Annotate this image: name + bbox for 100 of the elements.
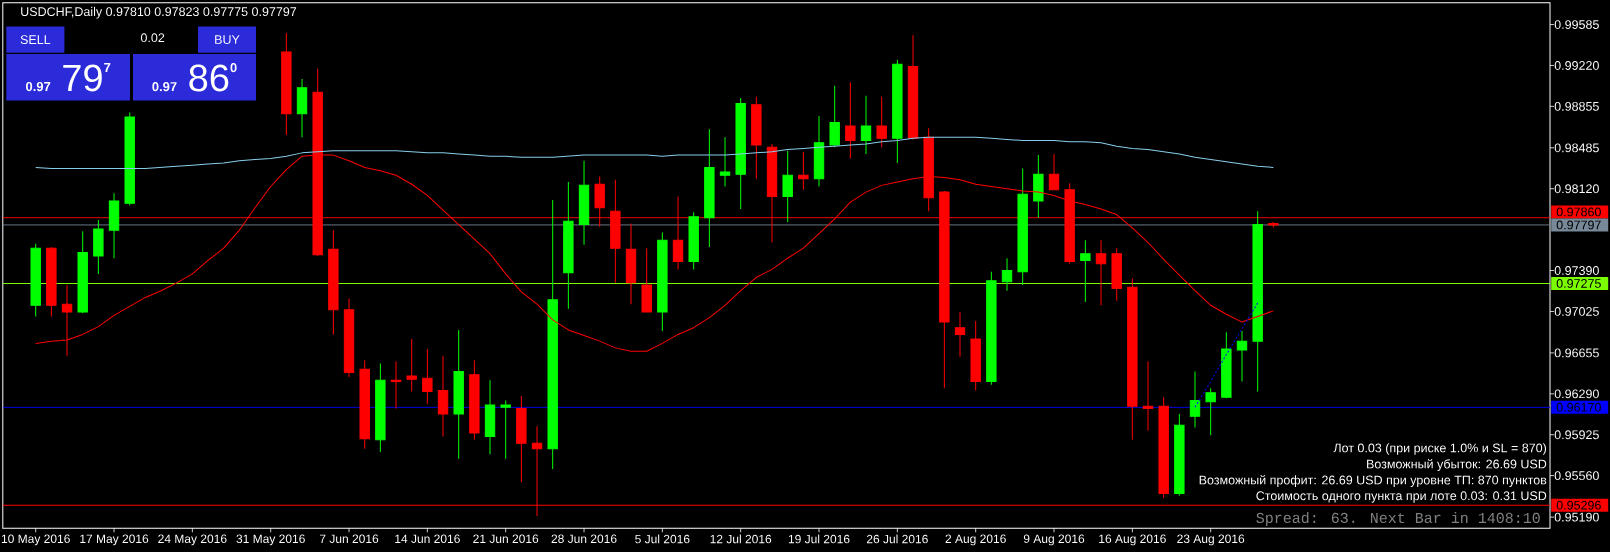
line-series (1194, 302, 1259, 408)
x-tick-label: 23 Aug 2016 (1177, 534, 1245, 546)
candlestick (970, 320, 981, 391)
x-tick-label: 16 Aug 2016 (1099, 534, 1166, 546)
x-tick-label: 5 Jul 2016 (635, 534, 690, 544)
candlestick (1142, 360, 1154, 432)
candlestick (1158, 396, 1169, 499)
candlestick (484, 379, 496, 455)
annotation: Возможный профит: 26.69 USD при уровне ТП: 870 пунктов (1199, 475, 1547, 487)
candlestick (1205, 387, 1216, 436)
candlestick (375, 363, 386, 453)
candlestick (343, 298, 355, 378)
ref-line-label: 0.96170 (1556, 402, 1601, 412)
y-tick-label: 0.98855 (1554, 101, 1599, 111)
candlestick (1033, 154, 1044, 219)
candlestick (516, 395, 527, 483)
candlestick (751, 96, 762, 180)
candlestick (1001, 257, 1013, 292)
candlestick (563, 181, 574, 310)
annotation: BUY (215, 35, 240, 44)
y-tick-label: 0.95560 (1554, 471, 1599, 481)
x-tick-label: 24 May 2016 (158, 534, 227, 546)
candlestick (469, 359, 480, 441)
x-tick-label: 14 Jun 2016 (395, 534, 460, 543)
candlestick (77, 230, 88, 314)
candlestick (578, 160, 590, 246)
candlestick (390, 360, 402, 409)
y-tick-label: 0.95925 (1554, 430, 1599, 440)
ref-line-label: 0.97275 (1556, 279, 1601, 288)
candlestick (719, 136, 731, 187)
candlestick (688, 211, 699, 270)
y-tick-label: 0.97025 (1554, 307, 1599, 316)
candlestick (93, 219, 104, 275)
y-tick-label: 0.99220 (1554, 61, 1599, 70)
candlestick (892, 59, 903, 164)
candlestick (954, 311, 966, 358)
candlestick (782, 150, 793, 223)
candlestick (625, 222, 637, 305)
candlestick (108, 192, 120, 259)
candlestick (1048, 153, 1060, 191)
candlestick (1252, 210, 1263, 393)
candlestick (704, 128, 715, 248)
annotation: SELL (20, 35, 51, 45)
candlestick (1080, 239, 1091, 303)
candlestick (124, 112, 135, 207)
x-tick-label: 26 Jul 2016 (866, 534, 928, 544)
candlestick (500, 400, 511, 460)
candlestick (907, 34, 919, 140)
candlestick (359, 359, 370, 450)
x-tick-label: 28 Jun 2016 (551, 534, 617, 543)
candlestick (46, 246, 57, 317)
annotation: 0.97 86$^{0}$ (152, 63, 237, 92)
x-tick-label: 12 Jul 2016 (710, 534, 772, 544)
candlestick (453, 329, 464, 460)
annotation: 0.97 79$^{7}$ (25, 63, 111, 92)
text: Возможный убыток: 26.69 USD (1367, 459, 1547, 471)
candlestick (406, 338, 417, 393)
candlestick (735, 97, 746, 210)
candlestick (1095, 239, 1107, 306)
y-tick-label: 0.99585 (1554, 20, 1599, 29)
candlestick (876, 96, 887, 148)
annotation: Стоимость одного пункта при лоте 0.03: 0.31 USD (1256, 491, 1547, 503)
candlestick (30, 243, 41, 317)
candlestick (1221, 331, 1232, 399)
x-tick-label: 31 May 2016 (236, 534, 305, 546)
y-tick-label: 0.96655 (1554, 348, 1599, 358)
ref-line-label: 0.97797 (1556, 220, 1601, 230)
candlestick (798, 151, 809, 191)
y-tick-label: 0.96290 (1554, 389, 1599, 399)
annotation: Spread: 63. Next Bar in 1408:10 (1256, 512, 1540, 526)
y-tick-label: 0.98120 (1554, 184, 1599, 194)
candlestick (328, 229, 339, 335)
text: Лот 0.03 (при риске 1.0% и SL = 870) (1333, 443, 1547, 455)
ref-line-label: 0.95296 (1556, 500, 1601, 510)
chart-title: USDCHF,Daily 0.97810 0.97823 0.97775 0.97797 (21, 6, 297, 19)
x-tick-label: 9 Aug 2016 (1023, 534, 1085, 546)
candlestick (813, 115, 825, 187)
x-tick-label: 17 May 2016 (80, 534, 149, 546)
y-tick-label: 0.98485 (1554, 143, 1599, 153)
ref-line-label: 0.97860 (1556, 207, 1601, 217)
candlestick (1174, 413, 1185, 497)
x-tick-label: 7 Jun 2016 (319, 534, 379, 543)
candlestick (1127, 277, 1138, 441)
candlestick (547, 199, 558, 470)
x-tick-label: 21 Jun 2016 (473, 534, 539, 543)
y-tick-label: 0.97390 (1554, 266, 1599, 275)
x-tick-label: 19 Jul 2016 (788, 534, 850, 544)
x-tick-label: 10 May 2016 (1, 534, 70, 546)
candlestick (986, 271, 997, 386)
candlestick (296, 78, 308, 138)
candlestick (1236, 330, 1248, 382)
candlestick (845, 81, 856, 159)
candlestick (1268, 221, 1279, 228)
candlestick (422, 348, 433, 405)
candlestick (860, 95, 872, 155)
candlestick (641, 247, 652, 313)
candlestick (1017, 168, 1028, 286)
x-tick-label: 2 Aug 2016 (945, 534, 1006, 546)
candlestick (657, 231, 668, 332)
annotation: 0.02 (140, 33, 165, 43)
